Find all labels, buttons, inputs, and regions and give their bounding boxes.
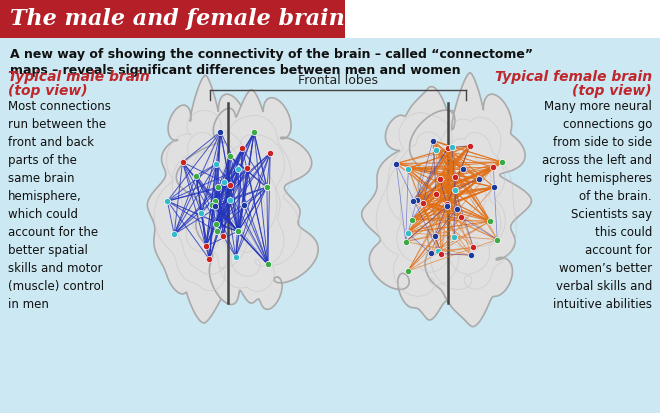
Polygon shape [410, 73, 531, 327]
Bar [345, 0, 660, 38]
Polygon shape [147, 76, 265, 323]
Text: Typical male brain: Typical male brain [8, 70, 150, 84]
Polygon shape [362, 87, 488, 320]
Polygon shape [176, 90, 318, 309]
Text: Typical female brain: Typical female brain [495, 70, 652, 84]
Text: The male and female brain: The male and female brain [10, 8, 345, 30]
Text: (top view): (top view) [572, 84, 652, 98]
Bar [0, 0, 345, 38]
Text: Frontal lobes: Frontal lobes [298, 74, 378, 87]
Text: (top view): (top view) [8, 84, 88, 98]
Text: Most connections
run between the
front and back
parts of the
same brain
hemisphe: Most connections run between the front a… [8, 100, 111, 311]
Text: Many more neural
connections go
from side to side
across the left and
right hemi: Many more neural connections go from sid… [542, 100, 652, 311]
Text: A new way of showing the connectivity of the brain – called “connectome”: A new way of showing the connectivity of… [10, 48, 533, 61]
Text: maps – reveals significant differences between men and women: maps – reveals significant differences b… [10, 64, 461, 77]
